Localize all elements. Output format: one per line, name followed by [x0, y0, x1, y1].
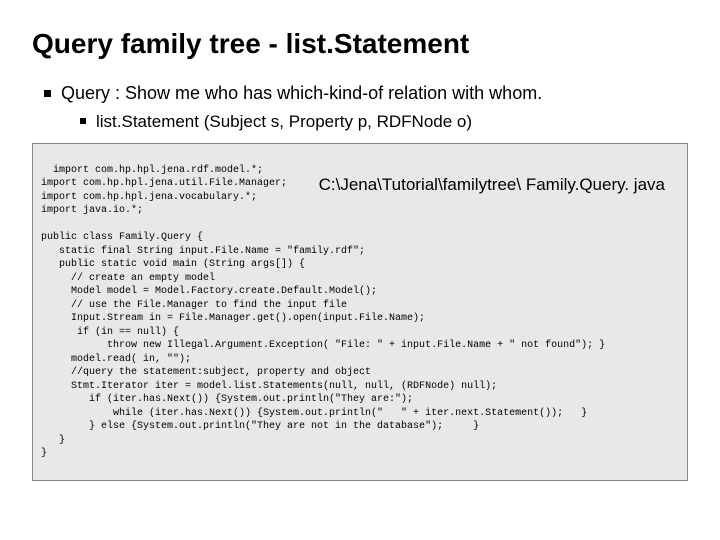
bullet-level2: list.Statement (Subject s, Property p, R… — [80, 111, 688, 133]
code-text: import com.hp.hpl.jena.rdf.model.*; impo… — [41, 165, 605, 460]
file-path-label: C:\Jena\Tutorial\familytree\ Family.Quer… — [319, 174, 665, 196]
bullet-level1: Query : Show me who has which-kind-of re… — [44, 82, 688, 105]
bullet-marker — [44, 90, 51, 97]
bullet-level2-text: list.Statement (Subject s, Property p, R… — [96, 111, 472, 133]
bullet-level1-text: Query : Show me who has which-kind-of re… — [61, 82, 542, 105]
bullet-marker-small — [80, 118, 86, 124]
code-block: import com.hp.hpl.jena.rdf.model.*; impo… — [32, 143, 688, 481]
slide-title: Query family tree - list.Statement — [32, 28, 688, 60]
